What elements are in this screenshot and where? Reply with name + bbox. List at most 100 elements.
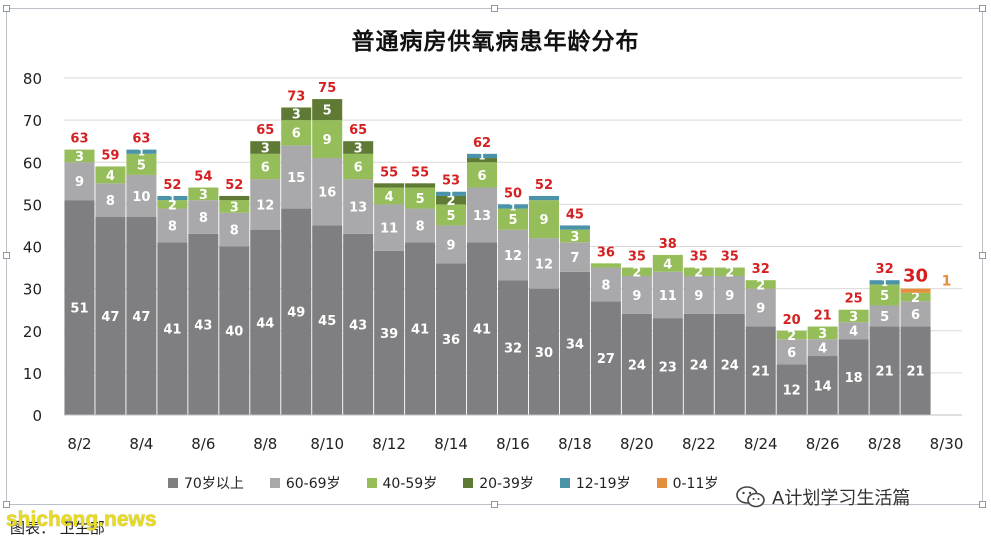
bar-segment-60_69 xyxy=(807,339,838,357)
bar-segment-60_69 xyxy=(776,339,807,365)
bar-segment-60_69 xyxy=(528,238,559,289)
bar-segment-60_69 xyxy=(188,200,219,234)
segment-label: 2 xyxy=(787,329,796,344)
bar-segment-40_59 xyxy=(281,120,312,146)
bar-segment-20_39 xyxy=(374,183,405,188)
x-tick-label: 8/8 xyxy=(253,435,277,453)
bar-segment-70plus xyxy=(528,288,559,415)
bar-segment-70plus xyxy=(64,200,95,415)
legend-label: 70岁以上 xyxy=(184,476,244,492)
y-tick-label: 80 xyxy=(23,70,42,88)
bar-segment-60_69 xyxy=(95,183,126,218)
segment-label: 2 xyxy=(725,266,734,281)
segment-label: 49 xyxy=(287,306,305,321)
chart-legend: 70岁以上 60-69岁 40-59岁 20-39岁 12-19岁 0-11岁 xyxy=(168,473,744,493)
bar-segment-12_19 xyxy=(497,204,529,209)
resize-handle-top-right[interactable] xyxy=(979,5,986,12)
resize-handle-top-center[interactable] xyxy=(491,5,498,12)
segment-label: 11 xyxy=(380,221,398,236)
bar-segment-40_59 xyxy=(126,153,157,175)
resize-handle-middle-right[interactable] xyxy=(979,252,986,259)
segment-label: 3 xyxy=(261,141,270,156)
bar-segment-12_19 xyxy=(869,280,900,285)
x-tick-label: 8/22 xyxy=(682,435,716,453)
segment-label: 43 xyxy=(194,318,212,333)
bar-segment-60_69 xyxy=(838,322,869,340)
legend-item-0_11: 0-11岁 xyxy=(656,473,719,493)
bar-segment-20_39 xyxy=(281,107,312,121)
segment-label: 1 xyxy=(138,148,145,159)
bar-segment-70plus xyxy=(405,242,436,415)
bar-segment-60_69 xyxy=(343,179,374,234)
segment-label: 11 xyxy=(659,289,677,304)
total-label: 25 xyxy=(845,292,863,307)
bar-segment-40_59 xyxy=(312,120,343,159)
legend-item-40_59: 40-59岁 xyxy=(366,473,437,493)
total-label: 21 xyxy=(814,309,832,324)
segment-label: 24 xyxy=(628,358,646,373)
legend-label: 0-11岁 xyxy=(672,476,719,492)
segment-label: 32 xyxy=(504,342,522,357)
bar-segment-40_59 xyxy=(374,187,405,205)
y-tick-label: 30 xyxy=(23,281,42,299)
total-label: 55 xyxy=(380,165,398,180)
x-tick-label: 8/4 xyxy=(129,435,153,453)
resize-handle-bottom-right[interactable] xyxy=(979,501,986,508)
y-tick-label: 40 xyxy=(23,239,42,257)
segment-label: 3 xyxy=(849,310,858,325)
wechat-attribution: A计划学习生活篇 xyxy=(736,484,910,510)
bar-segment-40_59 xyxy=(343,153,374,180)
segment-label: 24 xyxy=(721,358,739,373)
wechat-account-label: A计划学习生活篇 xyxy=(772,488,911,509)
segment-label: 8 xyxy=(601,278,610,293)
resize-handle-bottom-left[interactable] xyxy=(3,501,10,508)
x-tick-label: 8/14 xyxy=(434,435,468,453)
total-label: 53 xyxy=(442,174,460,189)
y-tick-label: 0 xyxy=(32,407,42,425)
bar-segment-40_59 xyxy=(869,284,900,306)
bar-segment-40_59 xyxy=(219,200,250,213)
segment-label: 12 xyxy=(783,384,801,399)
segment-label: 6 xyxy=(911,308,920,323)
resize-handle-top-left[interactable] xyxy=(3,5,10,12)
total-label: 35 xyxy=(721,250,739,265)
bar-segment-20_39 xyxy=(436,195,467,205)
segment-label: 13 xyxy=(349,200,367,215)
x-tick-label: 8/6 xyxy=(191,435,215,453)
segment-label: 21 xyxy=(752,365,770,380)
resize-handle-bottom-center[interactable] xyxy=(491,501,498,508)
segment-label: 3 xyxy=(230,200,239,215)
bar-segment-60_69 xyxy=(250,179,281,230)
bar-segment-70plus xyxy=(776,364,807,415)
bar-segment-60_69 xyxy=(559,242,590,272)
segment-label: 21 xyxy=(907,365,925,380)
bar-segment-70plus xyxy=(188,233,219,415)
legend-item-60_69: 60-69岁 xyxy=(269,473,341,493)
bar-segment-60_69 xyxy=(64,162,95,201)
segment-label: 40 xyxy=(225,325,243,340)
total-label: 32 xyxy=(876,262,894,277)
bar-segment-70plus xyxy=(436,263,467,415)
segment-label: 15 xyxy=(287,171,305,186)
bar-segment-70plus xyxy=(745,326,776,415)
legend-label: 20-39岁 xyxy=(479,476,534,492)
total-label: 30 xyxy=(903,266,928,287)
y-tick-label: 60 xyxy=(23,154,42,172)
total-label: 63 xyxy=(132,132,150,147)
segment-label: 2 xyxy=(447,194,456,209)
total-label: 54 xyxy=(194,170,212,185)
segment-label: 1 xyxy=(169,194,176,205)
bar-segment-70plus xyxy=(157,242,188,415)
bar-segment-70plus xyxy=(714,313,745,415)
bar-segment-70plus xyxy=(281,208,312,415)
total-label: 59 xyxy=(101,148,119,163)
segment-label: 5 xyxy=(323,104,332,119)
segment-label: 1 xyxy=(510,202,517,213)
segment-label: 6 xyxy=(354,160,363,175)
segment-label: 5 xyxy=(880,289,889,304)
bar-segment-60_69 xyxy=(714,275,745,314)
resize-handle-middle-left[interactable] xyxy=(3,252,10,259)
y-tick-label: 20 xyxy=(23,323,42,341)
bar-segment-40_59 xyxy=(807,326,838,340)
